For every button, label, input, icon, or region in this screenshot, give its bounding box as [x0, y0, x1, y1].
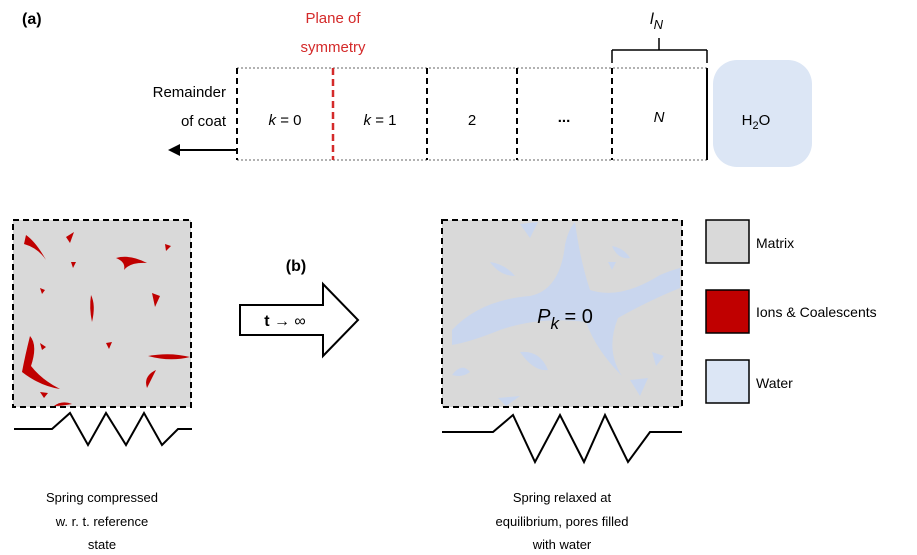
- pore-7: [520, 351, 548, 371]
- pore-2: [490, 262, 515, 276]
- ions-coalescents: [22, 232, 190, 406]
- pore-4: [612, 246, 630, 259]
- left-caption-line2: w. r. t. reference: [55, 514, 149, 529]
- right-caption-line1: Spring relaxed at: [513, 490, 612, 505]
- legend-swatch-ions: [705, 289, 750, 334]
- left-caption-line1: Spring compressed: [46, 490, 158, 505]
- ion-11: [106, 342, 112, 349]
- pore-main: [452, 222, 680, 376]
- ion-7: [152, 293, 160, 307]
- ion-12: [148, 354, 190, 360]
- pore-3: [520, 222, 538, 238]
- pore-6: [452, 367, 470, 376]
- ion-1: [24, 235, 46, 260]
- time-arrow-label: t → ∞: [264, 313, 306, 330]
- right-caption-line2: equilibrium, pores filled: [496, 514, 629, 529]
- ion-10: [40, 343, 46, 350]
- ion-9: [22, 336, 60, 389]
- left-box: [12, 219, 192, 408]
- lN-label: lN: [650, 11, 664, 32]
- ion-14: [40, 392, 48, 398]
- pore-5: [608, 262, 616, 270]
- ion-15: [54, 402, 72, 406]
- left-spring: [14, 410, 192, 448]
- legend-swatch-water: [705, 359, 750, 404]
- lN-bracket: [611, 38, 708, 63]
- pore-9: [630, 378, 648, 396]
- ion-6: [90, 295, 94, 322]
- cell-label-ellipsis: ...: [558, 109, 571, 126]
- time-arrow: [239, 281, 360, 359]
- h2o-blob: [713, 60, 812, 167]
- h2o-label: H2O: [742, 112, 771, 132]
- cell-label-k0: k = 0: [269, 112, 302, 129]
- ion-13: [146, 370, 156, 388]
- plane-label-line2: symmetry: [301, 39, 366, 56]
- panel-b-label: (b): [286, 258, 306, 275]
- ion-8: [40, 288, 45, 294]
- water-pores: [452, 222, 680, 406]
- plane-label-line1: Plane of: [305, 10, 361, 27]
- ion-5: [71, 262, 76, 268]
- remainder-label-line2: of coat: [181, 113, 227, 130]
- right-caption-line3: with water: [532, 537, 592, 552]
- left-caption-line3: state: [88, 537, 116, 552]
- cell-label-2: 2: [468, 112, 476, 129]
- right-spring: [442, 412, 682, 465]
- remainder-label-line1: Remainder: [153, 84, 226, 101]
- pore-10: [498, 396, 520, 406]
- legend: Matrix Ions & Coalescents Water: [705, 219, 877, 404]
- legend-label-water: Water: [756, 375, 793, 391]
- ion-3: [116, 256, 147, 270]
- legend-label-ions: Ions & Coalescents: [756, 304, 877, 320]
- ion-4: [165, 244, 171, 251]
- pore-8: [652, 352, 664, 366]
- panel-a-label: (a): [22, 11, 42, 28]
- remainder-arrow: [168, 144, 238, 156]
- legend-label-matrix: Matrix: [756, 235, 794, 251]
- legend-swatch-matrix: [705, 219, 750, 264]
- ion-2: [66, 232, 74, 243]
- pk-label: Pk = 0: [537, 306, 593, 333]
- cell-label-N: N: [654, 109, 665, 126]
- cell-label-k1: k = 1: [364, 112, 397, 129]
